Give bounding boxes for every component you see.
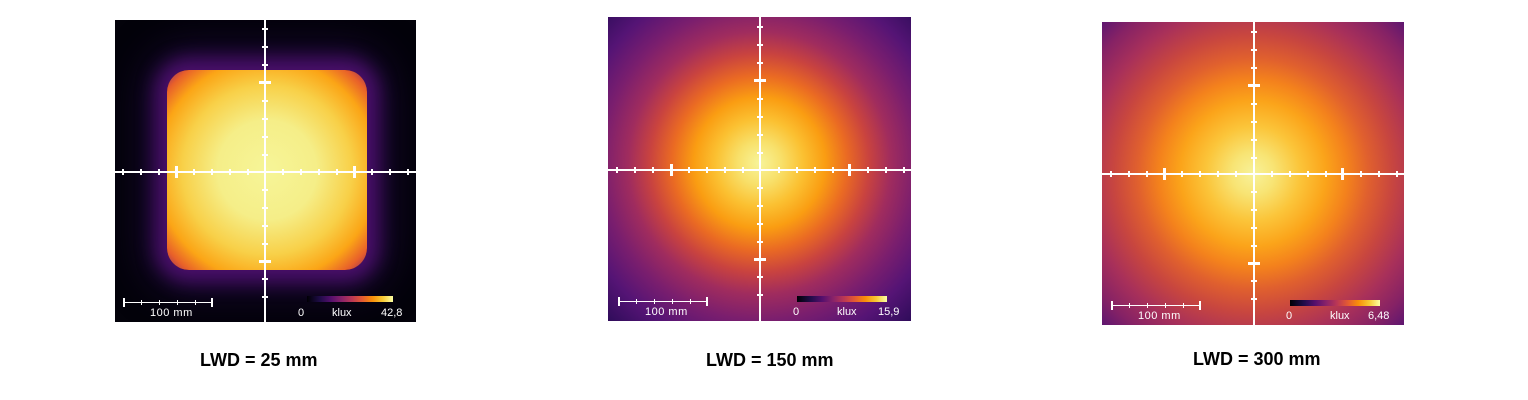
scale-bar <box>618 297 708 306</box>
scale-bar <box>1111 301 1201 310</box>
colorbar <box>1290 300 1380 306</box>
crosshair-vertical <box>264 20 266 322</box>
colorbar-min-label: 0 <box>793 306 800 318</box>
colorbar-unit-label: klux <box>332 307 352 319</box>
heatmap-panel-lwd-25: 100 mm 0 klux 42,8 <box>115 20 416 322</box>
colorbar-max-label: 6,48 <box>1368 310 1390 322</box>
colorbar-unit-label: klux <box>1330 310 1350 322</box>
panel-caption-lwd-25: LWD = 25 mm <box>200 350 318 370</box>
panel-caption-lwd-150: LWD = 150 mm <box>706 350 834 370</box>
scale-bar-label: 100 mm <box>150 307 193 319</box>
heatmap-panel-lwd-300: 100 mm 0 klux 6,48 <box>1102 22 1404 325</box>
colorbar-unit-label: klux <box>837 306 857 318</box>
scale-bar-label: 100 mm <box>645 306 688 318</box>
heatmap-panel-lwd-150: 100 mm 0 klux 15,9 <box>608 17 911 321</box>
scale-bar-label: 100 mm <box>1138 310 1181 322</box>
colorbar-min-label: 0 <box>1286 310 1293 322</box>
colorbar <box>307 296 393 302</box>
crosshair-vertical <box>759 17 761 321</box>
crosshair-vertical <box>1253 22 1255 325</box>
colorbar-min-label: 0 <box>298 307 305 319</box>
colorbar <box>797 296 887 302</box>
colorbar-max-label: 15,9 <box>878 306 900 318</box>
colorbar-max-label: 42,8 <box>381 307 403 319</box>
panel-caption-lwd-300: LWD = 300 mm <box>1193 349 1321 369</box>
scale-bar <box>123 298 213 307</box>
